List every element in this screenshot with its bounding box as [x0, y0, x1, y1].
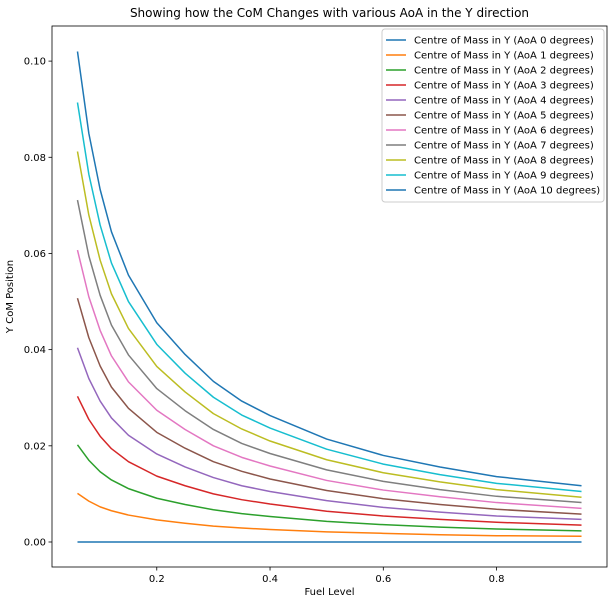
legend-entry: Centre of Mass in Y (AoA 1 degrees) — [414, 51, 594, 62]
y-tick-label: 0.02 — [24, 441, 46, 452]
axes-layer: 0.2 0.4 0.6 0.8 0.00 0.02 0.04 0.06 0.08 0.10 — [24, 25, 608, 585]
series-line-3 — [76, 395, 582, 526]
legend: Centre of Mass in Y (AoA 0 degrees) Centr… — [381, 28, 605, 203]
legend-entry: Centre of Mass in Y (AoA 4 degrees) — [414, 96, 594, 107]
x-tick-label: 0.2 — [149, 574, 165, 585]
series-line-9 — [76, 102, 582, 493]
x-tick-label: 0.4 — [262, 574, 278, 585]
y-tick-label: 0.08 — [24, 153, 46, 164]
y-tick-label: 0.04 — [24, 345, 46, 356]
legend-entry: Centre of Mass in Y (AoA 10 degrees) — [414, 186, 600, 197]
legend-entry: Centre of Mass in Y (AoA 9 degrees) — [414, 171, 594, 182]
series-line-7 — [76, 199, 582, 504]
y-axis-label: Y CoM Position — [5, 260, 16, 334]
series-line-6 — [76, 249, 582, 510]
series-line-1 — [77, 492, 582, 537]
legend-entry: Centre of Mass in Y (AoA 5 degrees) — [414, 111, 594, 122]
legend-entry: Centre of Mass in Y (AoA 3 degrees) — [414, 81, 594, 92]
chart-title: Showing how the CoM Changes with various… — [130, 6, 529, 20]
legend-entry: Centre of Mass in Y (AoA 7 degrees) — [414, 141, 594, 152]
series-line-5 — [76, 297, 582, 515]
series-line-10 — [76, 51, 582, 487]
legend-box — [381, 28, 605, 203]
y-tick-label: 0.00 — [24, 537, 46, 548]
x-axis-label: Fuel Level — [304, 587, 354, 598]
series-line-2 — [76, 444, 582, 532]
legend-entry: Centre of Mass in Y (AoA 2 degrees) — [414, 66, 594, 77]
series-layer — [76, 51, 582, 543]
x-tick-label: 0.8 — [489, 574, 505, 585]
y-tick-label: 0.10 — [24, 57, 46, 68]
legend-entry: Centre of Mass in Y (AoA 8 degrees) — [414, 156, 594, 167]
legend-entry: Centre of Mass in Y (AoA 6 degrees) — [414, 126, 594, 137]
x-tick-label: 0.6 — [375, 574, 391, 585]
y-tick-label: 0.06 — [24, 249, 46, 260]
axes-spines — [51, 25, 608, 568]
series-line-4 — [76, 347, 582, 521]
series-line-8 — [76, 151, 582, 499]
legend-entry: Centre of Mass in Y (AoA 0 degrees) — [414, 36, 594, 47]
